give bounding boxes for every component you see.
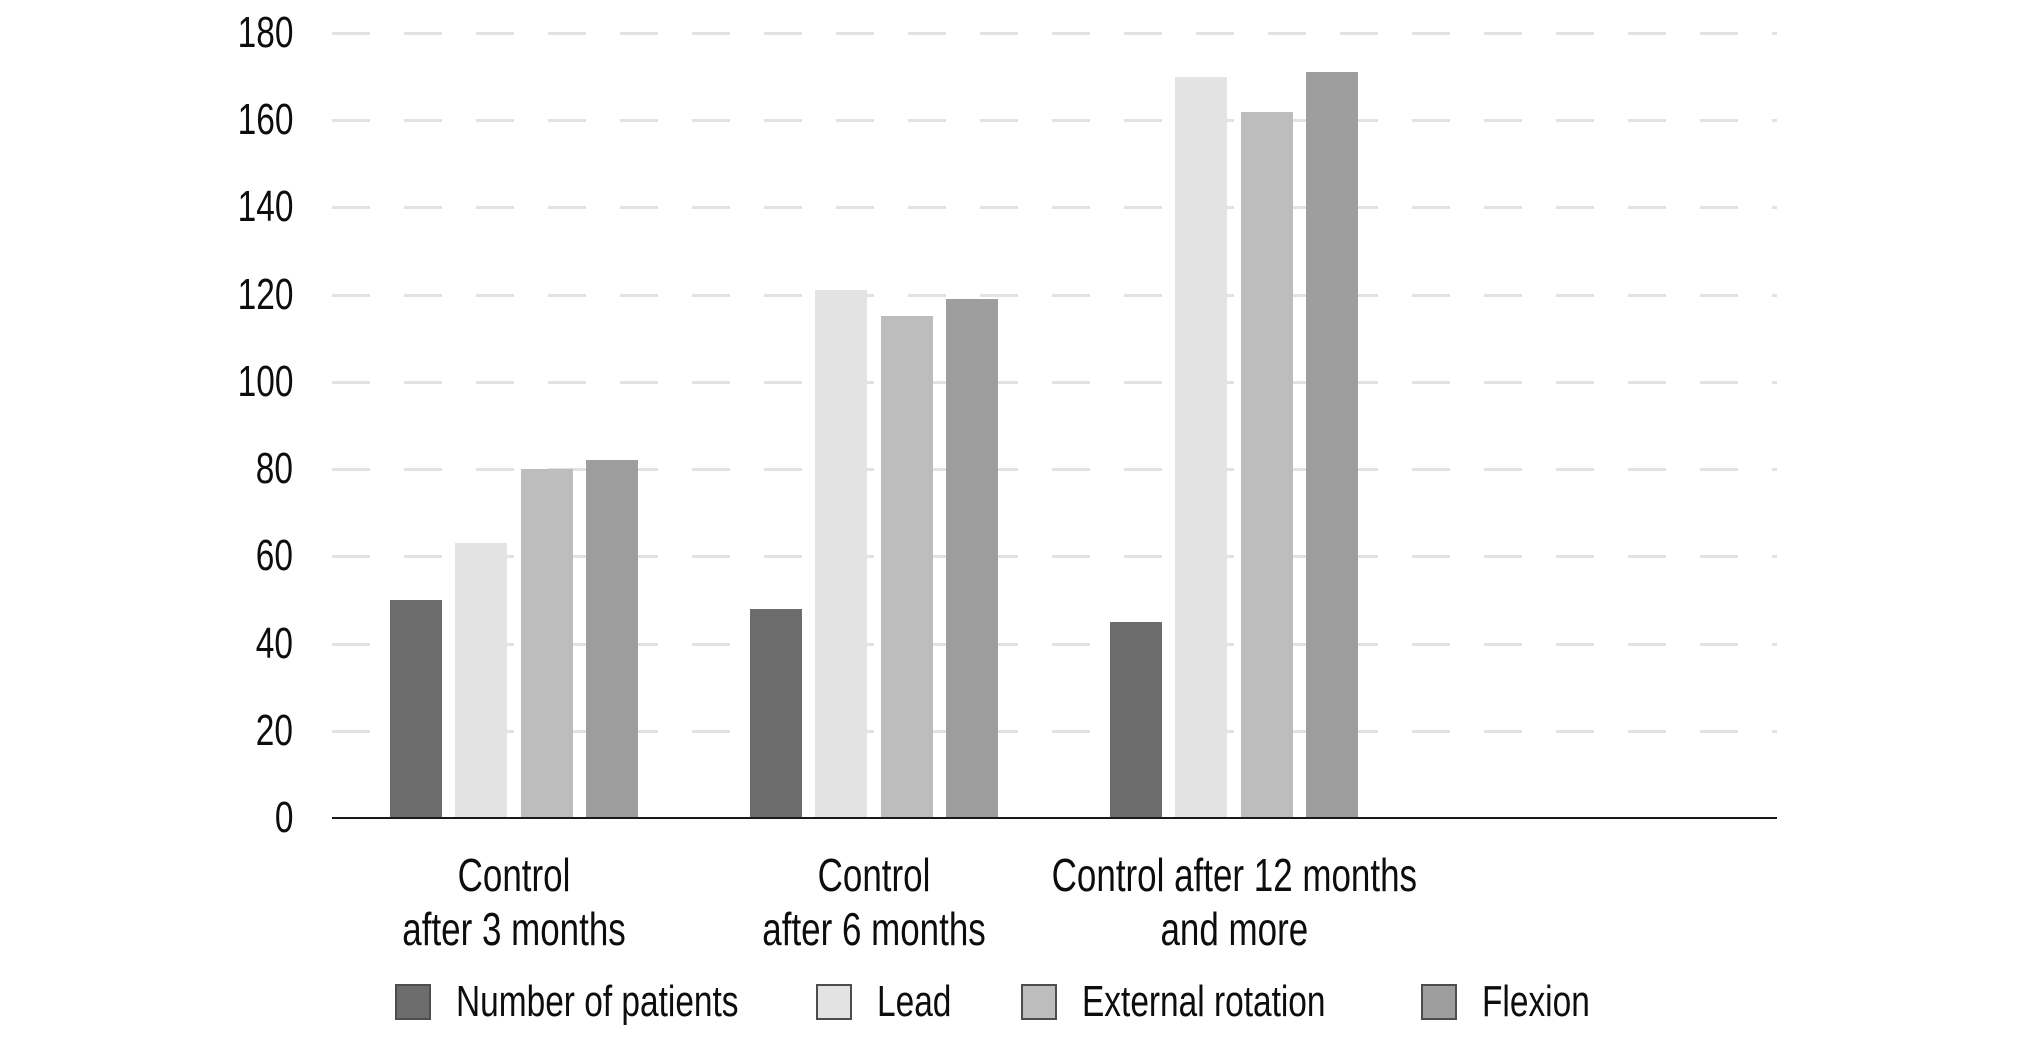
bar-external-rotation-group-2 (880, 316, 933, 818)
y-tick-label-120: 120 (143, 268, 293, 322)
y-tick-text: 100 (237, 356, 293, 406)
legend-swatch-icon (1021, 984, 1057, 1020)
bar-number-of-patients-group-1 (390, 599, 442, 818)
y-tick-label-140: 140 (143, 180, 293, 234)
bar-number-of-patients-group-2 (750, 608, 802, 818)
y-tick-text: 40 (255, 618, 293, 668)
legend-label: Number of patients (456, 977, 739, 1026)
bar-lead-group-1 (455, 543, 508, 818)
y-tick-text: 80 (255, 444, 293, 494)
gridline-160 (332, 119, 1777, 123)
bar-lead-group-3 (1175, 76, 1228, 818)
y-tick-label-40: 40 (143, 617, 293, 671)
y-tick-label-180: 180 (143, 6, 293, 60)
category-label-1: Control after 3 months (204, 848, 824, 956)
category-label-text: Control after 6 months (762, 849, 986, 955)
bar-flexion-group-1 (585, 460, 638, 818)
legend-item-number-of-patients: Number of patients (395, 977, 828, 1026)
legend-label: External rotation (1082, 977, 1326, 1026)
x-axis-line (332, 817, 1777, 819)
y-tick-text: 120 (237, 269, 293, 319)
bar-flexion-group-2 (945, 299, 998, 818)
gridline-20 (332, 729, 1777, 733)
legend-swatch-icon (816, 984, 852, 1020)
gridline-80 (332, 468, 1777, 472)
legend-item-lead: Lead (816, 977, 975, 1026)
bar-flexion-group-3 (1305, 72, 1358, 818)
legend-label: Flexion (1482, 977, 1590, 1026)
category-label-3: Control after 12 months and more (924, 848, 1544, 956)
y-tick-text: 180 (237, 8, 293, 57)
legend-item-flexion: Flexion (1421, 977, 1624, 1026)
y-tick-label-160: 160 (143, 93, 293, 147)
y-tick-label-0: 0 (143, 791, 293, 845)
y-tick-label-80: 80 (143, 442, 293, 496)
y-tick-text: 160 (237, 95, 293, 145)
bar-external-rotation-group-1 (520, 469, 573, 818)
bar-external-rotation-group-3 (1240, 111, 1293, 818)
gridline-60 (332, 555, 1777, 559)
gridline-40 (332, 642, 1777, 646)
y-tick-label-100: 100 (143, 355, 293, 409)
gridline-140 (332, 206, 1777, 210)
y-tick-text: 60 (255, 531, 293, 581)
gridline-180 (332, 32, 1777, 35)
y-tick-text: 20 (255, 705, 293, 755)
legend-swatch-icon (1421, 984, 1457, 1020)
y-tick-label-20: 20 (143, 704, 293, 758)
y-tick-label-60: 60 (143, 529, 293, 583)
legend-swatch-icon (395, 984, 431, 1020)
y-tick-text: 140 (237, 182, 293, 232)
category-label-text: Control after 12 months and more (1051, 849, 1417, 955)
category-label-2: Control after 6 months (564, 848, 1184, 956)
category-label-text: Control after 3 months (402, 849, 626, 955)
y-tick-text: 0 (274, 793, 293, 842)
legend-label: Lead (877, 977, 952, 1026)
gridline-100 (332, 380, 1777, 384)
legend-item-external-rotation: External rotation (1021, 977, 1402, 1026)
bar-number-of-patients-group-3 (1110, 621, 1162, 818)
gridline-120 (332, 293, 1777, 297)
bar-lead-group-2 (815, 290, 868, 818)
